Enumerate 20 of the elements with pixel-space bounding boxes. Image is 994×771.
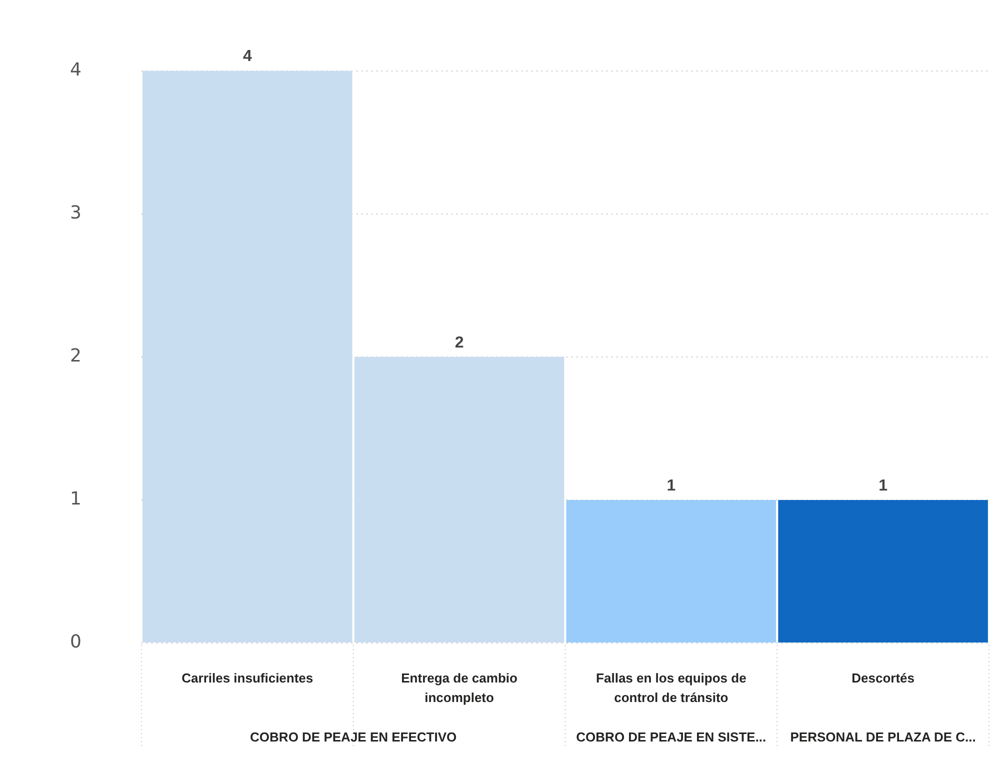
y-tick-label: 2 — [70, 346, 82, 367]
y-tick-label: 4 — [70, 59, 82, 80]
data-label: 1 — [666, 477, 676, 494]
x-tick-label: Fallas en los equipos de control de tránsito — [596, 670, 746, 705]
x-tick-label: Descortés — [852, 670, 914, 686]
bar — [142, 70, 352, 642]
bar — [778, 500, 988, 642]
bar — [566, 500, 776, 642]
data-label: 4 — [242, 48, 252, 66]
data-label: 1 — [878, 477, 888, 494]
text: COBRO DE PEAJE EN EFECTIVO — [250, 730, 457, 745]
y-tick-label: 0 — [70, 632, 82, 653]
x-tick-label: Carriles insuficientes — [182, 670, 314, 686]
x-tick-label: Entrega de cambio incompleto — [401, 670, 518, 705]
text: PERSONAL DE PLAZA DE C... — [790, 730, 976, 745]
bar — [354, 356, 564, 642]
y-tick-label: 1 — [70, 488, 82, 510]
text: COBRO DE PEAJE EN SISTE... — [576, 730, 766, 745]
y-tick-label: 3 — [70, 202, 82, 224]
data-label: 2 — [454, 334, 464, 352]
